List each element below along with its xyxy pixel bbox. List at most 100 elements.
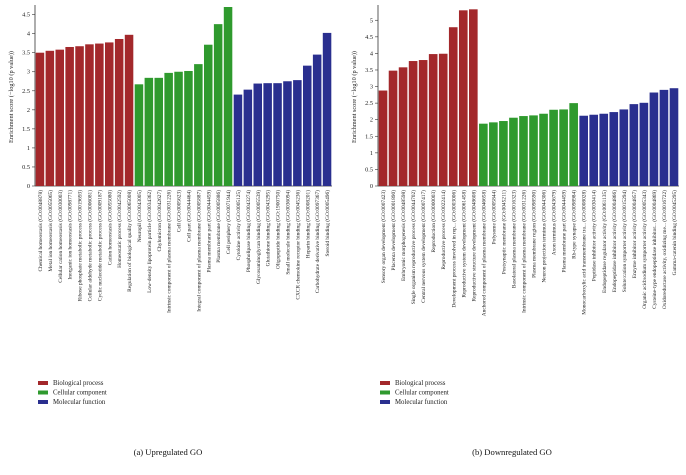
down-bar-12 bbox=[489, 122, 498, 186]
down-category-label-3: Embryonic morphogenesis (GO:0048598) bbox=[400, 190, 407, 281]
down-category-label-4: Single organism reproductive process (GO… bbox=[410, 190, 417, 304]
up-category-label-15: Cell (GO:0005623) bbox=[176, 190, 183, 232]
up-bar-1 bbox=[35, 52, 45, 186]
up-bar-3 bbox=[55, 49, 65, 186]
down-bar-29 bbox=[659, 89, 669, 186]
up-bar-7 bbox=[95, 43, 104, 186]
up-legend-label-molecular: Molecular function bbox=[53, 399, 106, 406]
down-category-label-13: Postsynaptic membrane (GO:0045211) bbox=[500, 190, 507, 274]
up-y-tick-label: 1.5 bbox=[22, 126, 30, 133]
down-category-label-15: Intrinsic component of plasma membrane (… bbox=[520, 190, 527, 313]
down-category-label-11: Anchored component of plasma membrane (G… bbox=[480, 190, 487, 316]
down-bar-1 bbox=[378, 90, 388, 186]
up-bar-12 bbox=[144, 77, 154, 186]
down-bar-5 bbox=[418, 60, 428, 187]
up-bar-27 bbox=[293, 80, 302, 186]
up-category-label-24: Glutathione binding (GO:0043295) bbox=[265, 190, 272, 267]
up-y-tick-label: 4 bbox=[27, 31, 31, 38]
down-bar-25 bbox=[619, 109, 629, 186]
down-bar-26 bbox=[629, 104, 639, 186]
down-bar-4 bbox=[408, 61, 418, 187]
down-bar-6 bbox=[428, 54, 438, 186]
up-category-label-28: Heparin binding (GO:0008201) bbox=[304, 190, 311, 258]
up-category-label-19: Plasma membrane (GO:0005886) bbox=[215, 190, 222, 263]
down-category-label-24: Endopeptidase inhibitor activity (GO:000… bbox=[611, 190, 618, 292]
up-bar-11 bbox=[134, 84, 144, 186]
down-category-label-2: Placenta development (GO:0001890) bbox=[390, 190, 397, 271]
up-bar-23 bbox=[253, 83, 263, 186]
up-bar-15 bbox=[174, 71, 183, 186]
down-bar-15 bbox=[519, 116, 528, 186]
down-y-tick-label: 1 bbox=[370, 150, 373, 157]
up-bar-14 bbox=[164, 72, 173, 186]
up-category-label-1: Chemical homeostasis (GO:0048878) bbox=[37, 190, 44, 272]
up-legend-swatch-molecular bbox=[38, 400, 48, 404]
down-category-label-30: Gamma-catenin binding (GO:0045295) bbox=[671, 190, 678, 276]
up-legend-swatch-biological bbox=[38, 381, 48, 385]
up-bar-10 bbox=[124, 34, 134, 187]
up-category-label-22: Phospholipase binding (GO:0043274) bbox=[245, 190, 252, 272]
down-category-label-22: Peptidase inhibitor activity (GO:0030414… bbox=[591, 190, 598, 281]
up-bar-16 bbox=[184, 70, 193, 186]
up-bar-8 bbox=[104, 42, 114, 187]
down-bar-8 bbox=[448, 27, 458, 187]
down-category-label-23: Endopeptidase regulator activity (GO:006… bbox=[601, 190, 608, 293]
up-bar-29 bbox=[312, 54, 322, 186]
down-category-label-19: Plasma membrane part (GO:0044459) bbox=[561, 190, 568, 273]
up-category-label-20: Cell periphery (GO:0071944) bbox=[225, 190, 232, 254]
down-category-label-8: Development process involved in rep... (… bbox=[450, 190, 457, 308]
up-category-label-16: Cell part (GO:0044464) bbox=[185, 190, 192, 242]
down-bar-21 bbox=[579, 115, 588, 186]
up-legend-swatch-cellular bbox=[38, 390, 48, 395]
up-category-label-14: Intrinsic component of plasma membrane (… bbox=[166, 190, 173, 313]
down-legend-swatch-molecular bbox=[380, 400, 390, 404]
up-bar-6 bbox=[85, 44, 94, 187]
down-bar-23 bbox=[599, 113, 609, 186]
up-category-label-4: Inorganic ion homeostasis (GO:0098771) bbox=[67, 190, 74, 280]
up-category-label-9: Homeostatic process (GO:0042592) bbox=[116, 190, 123, 268]
down-bar-18 bbox=[549, 109, 558, 186]
up-bar-25 bbox=[273, 83, 282, 186]
down-y-tick-label: 3 bbox=[370, 84, 373, 91]
up-y-tick-label: 4.5 bbox=[22, 12, 30, 19]
down-chart-title: (b) Downregulated GO bbox=[472, 447, 552, 457]
down-bar-14 bbox=[509, 117, 518, 186]
down-bar-22 bbox=[589, 114, 599, 186]
down-bar-2 bbox=[388, 70, 398, 186]
up-category-label-13: Chylomicron (GO:0042627) bbox=[156, 190, 163, 252]
up-category-label-25: Oligopeptide binding (GO:1900750) bbox=[275, 190, 282, 269]
down-bar-13 bbox=[499, 121, 508, 186]
up-bar-9 bbox=[114, 38, 124, 187]
up-category-label-18: Plasma membrane part (GO:0044459) bbox=[205, 190, 212, 273]
down-bar-10 bbox=[469, 9, 478, 186]
up-category-label-11: Neuropil (GO:0043005) bbox=[136, 190, 143, 242]
down-category-label-6: Reproduction (GO:0000003) bbox=[430, 190, 437, 253]
up-bar-20 bbox=[223, 7, 233, 186]
up-y-tick-label: 3.5 bbox=[22, 50, 30, 57]
up-category-label-10: Regulation of biological quality (GO:006… bbox=[126, 190, 133, 292]
down-bar-24 bbox=[609, 112, 619, 186]
down-bar-3 bbox=[398, 67, 408, 186]
down-bar-30 bbox=[669, 88, 679, 186]
down-category-label-18: Axon terminus (GO:0043679) bbox=[551, 190, 558, 255]
up-category-label-7: Cyclic nucleotide metabolic process (GO:… bbox=[96, 190, 103, 301]
down-category-label-28: Cysteine-type endopeptidase inhibitor...… bbox=[651, 190, 658, 309]
up-bar-28 bbox=[302, 65, 312, 186]
down-y-tick-label: 0.5 bbox=[365, 166, 373, 173]
up-y-tick-label: 1 bbox=[27, 145, 30, 152]
down-category-label-10: Reproductive structure development (GO:0… bbox=[470, 190, 477, 302]
down-bar-9 bbox=[458, 10, 468, 186]
down-category-label-21: Monocarboxylic acid transmembrane tra...… bbox=[581, 190, 588, 315]
down-legend-label-cellular: Cellular component bbox=[395, 390, 449, 397]
up-y-tick-label: 2.5 bbox=[22, 88, 30, 95]
down-category-label-9: Reproductive system development (GO:0061… bbox=[460, 190, 467, 298]
down-legend-label-molecular: Molecular function bbox=[395, 399, 448, 406]
up-bar-22 bbox=[243, 89, 253, 186]
up-y-tick-label: 2 bbox=[27, 107, 30, 114]
down-y-tick-label: 4.5 bbox=[365, 34, 373, 41]
down-bar-19 bbox=[559, 109, 568, 186]
down-y-tick-label: 2 bbox=[370, 117, 373, 124]
up-bar-2 bbox=[45, 50, 55, 187]
down-bar-7 bbox=[438, 53, 448, 186]
